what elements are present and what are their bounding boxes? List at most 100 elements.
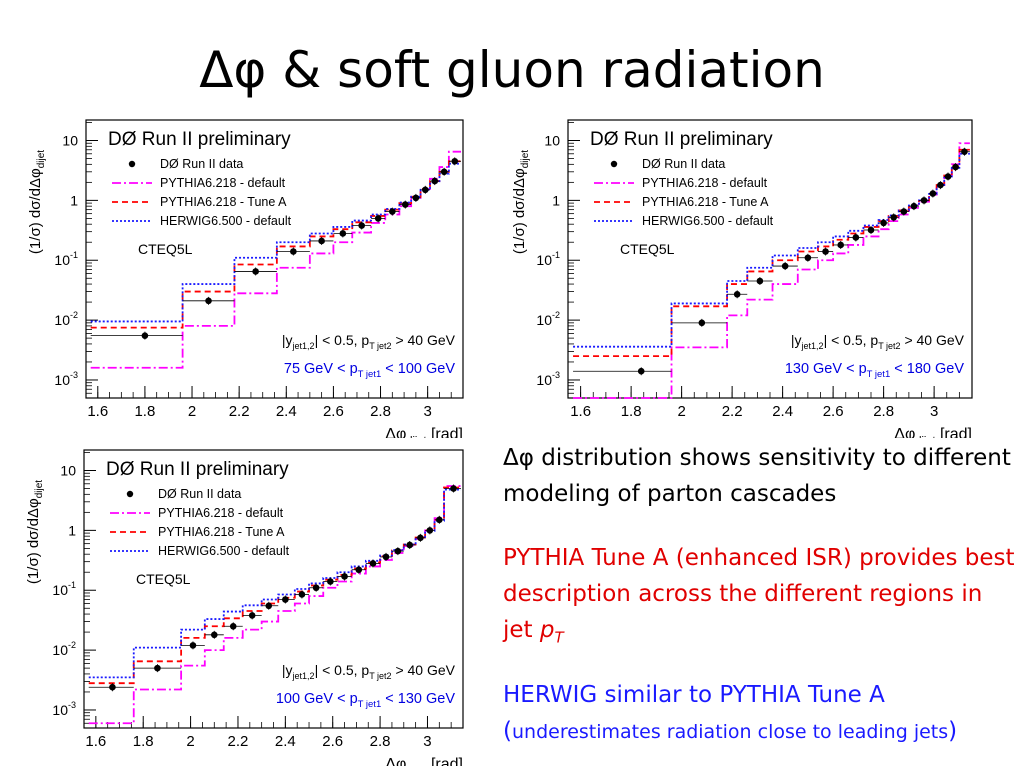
x-tick-label: 1.6 [570,403,591,420]
data-point [290,248,297,255]
plot-pt-100-130: 10-3 10-2 10-1 1 10 1.6 1.8 2 2.2 2.4 2.6 2.8 3 Δφdij… [25,449,464,766]
data-point [804,254,812,262]
y-tick-label: 10 [60,463,76,479]
data-point [837,241,844,249]
legend-label: DØ Run II data [160,157,243,171]
plot-pt-130-180: 10-3 10-2 10-1 1 10 1.6 1.8 2 2.2 2.4 2.6 2.8 3 Δφdij… [511,119,973,438]
y-tick-label: 1 [552,192,560,208]
cut-label-pt: 100 GeV < pT jet1 < 130 GeV [276,691,456,710]
x-tick-label: 2.8 [873,403,894,420]
text-sensitivity: Δφ distribution shows sensitivity to dif… [503,440,1018,512]
x-tick-label: 3 [423,403,431,420]
legend-marker-data [126,490,134,498]
legend-label: PYTHIA6.218 - Tune A [160,195,287,209]
legend-label: DØ Run II data [642,157,725,171]
legend-label: PYTHIA6.218 - default [160,176,286,190]
slide-title: Δφ & soft gluon radiation [199,41,825,99]
x-tick-label: 2.6 [322,733,343,750]
y-tick-label: 10-2 [536,310,560,328]
x-tick-label: 1.6 [85,733,106,750]
x-axis-label: Δφdijet [rad] [894,426,972,438]
histogram-pythia-default [88,485,462,725]
x-tick-label: 2 [677,403,685,420]
x-tick-label: 2.8 [370,403,391,420]
x-axis-label: Δφdijet [rad] [385,426,463,438]
data-point [412,194,420,202]
legend-label: HERWIG6.500 - default [160,214,292,228]
cut-label-eta: |yjet1,2| < 0.5, pT jet2 > 40 GeV [791,332,965,351]
text-pythia-main: PYTHIA Tune A (enhanced ISR) provides be… [503,545,1015,643]
histogram-pythia-tuneA [90,160,462,329]
data-point [910,202,918,210]
text-paren-close: ) [948,718,958,744]
data-point [358,222,365,229]
plot-header: DØ Run II preliminary [108,129,291,150]
data-point [406,541,414,549]
data-point [339,230,347,237]
data-point [401,201,409,208]
x-tick-label: 2 [186,733,194,750]
histogram-pythia-default [90,150,462,369]
legend-label: PYTHIA6.218 - default [642,176,768,190]
y-axis-label: (1/σ) dσ/dΔφdijet [25,480,45,584]
data-point [389,208,396,215]
data-point [382,553,390,561]
y-tick-label: 10 [544,133,560,149]
text-herwig-detail: underestimates radiation close to leadin… [511,721,949,743]
plot-header: DØ Run II preliminary [590,129,773,150]
pdf-label: CTEQ5L [136,571,191,587]
data-point [880,219,887,227]
y-tick-label: 10 [62,133,78,149]
data-point [189,642,197,649]
dphi-symbol: Δφ [503,445,534,471]
data-point [781,262,789,270]
text-herwig-main: HERWIG similar to PYTHIA Tune A [503,682,885,708]
data-point [431,177,439,185]
legend-label: PYTHIA6.218 - Tune A [158,525,285,539]
data-point [229,622,237,630]
data-point [109,683,116,691]
data-point [298,591,306,598]
plot-header: DØ Run II preliminary [106,459,289,480]
pdf-label: CTEQ5L [138,241,193,257]
legend-marker-data [128,160,136,168]
y-tick-label: 10-1 [52,580,76,598]
y-axis-label: (1/σ) dσ/dΔφdijet [27,150,47,254]
x-tick-label: 1.8 [133,733,154,750]
legend-marker-data [610,160,618,168]
data-point [422,186,429,194]
data-point [450,485,457,492]
data-point [369,560,377,567]
legend-label: HERWIG6.500 - default [158,544,290,558]
data-point [900,208,908,215]
y-tick-label: 10-1 [54,250,78,268]
text-pythia-tune-a: PYTHIA Tune A (enhanced ISR) provides be… [503,540,1018,656]
data-point [248,612,256,619]
plot-pt-75-100: 10-3 10-2 10-1 1 10 1.6 1.8 2 2.2 2.4 2.6 2.8 3 Δφdij… [27,119,464,438]
text-pt-sub: T [554,628,564,647]
x-tick-label: 3 [930,403,938,420]
data-point [210,631,218,639]
data-point [312,584,320,592]
histogram-pythia-tuneA [573,148,970,358]
data-point [944,173,952,180]
y-tick-label: 10-2 [54,310,78,328]
data-point [154,664,161,672]
data-point [961,148,968,156]
data-point [637,367,645,375]
y-tick-label: 10-3 [536,370,560,388]
legend-label: HERWIG6.500 - default [642,214,774,228]
data-point [733,290,741,298]
data-point [318,237,325,245]
y-tick-label: 10-3 [52,700,76,718]
x-tick-label: 2.6 [323,403,344,420]
data-point [436,516,443,524]
text-pt-p: p [539,617,555,643]
plot-frame [83,449,464,729]
data-point [341,573,348,580]
text-herwig: HERWIG similar to PYTHIA Tune A (underest… [503,677,1018,750]
legend-label: DØ Run II data [158,487,241,501]
legend-label: PYTHIA6.218 - default [158,506,284,520]
data-point [822,248,829,255]
x-axis-label: Δφdijet [rad] [385,756,463,766]
